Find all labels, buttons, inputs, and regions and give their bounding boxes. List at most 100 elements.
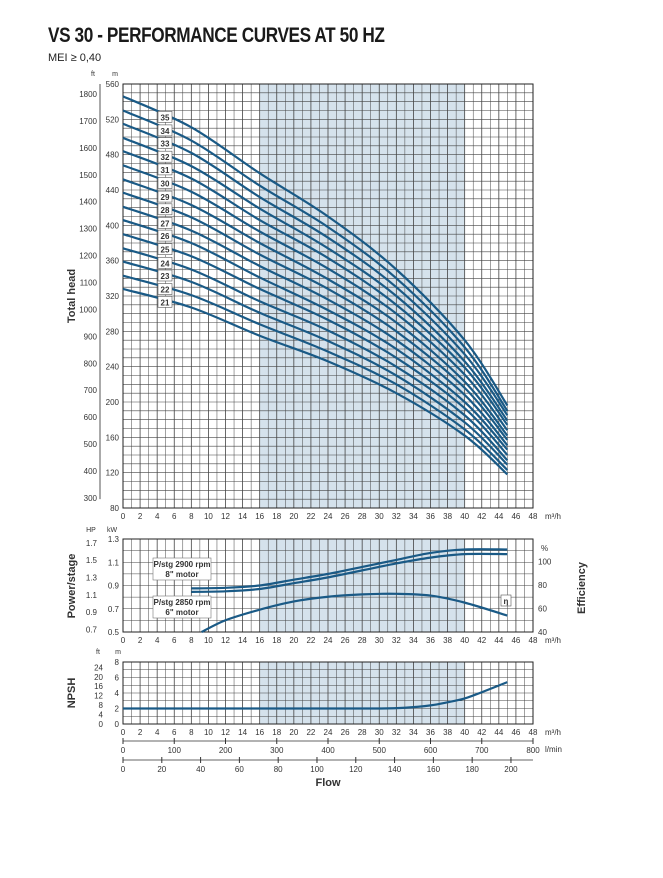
lmin-tick-label: 300	[270, 746, 284, 755]
npsh-y-tick-ft: 8	[99, 701, 104, 710]
third-tick-label: 120	[349, 765, 363, 774]
head-x-tick-label: 14	[238, 512, 247, 521]
head-y-tick-ft: 900	[84, 332, 98, 341]
lmin-unit: l/min	[545, 745, 562, 754]
head-y-tick-m: 240	[106, 363, 120, 372]
head-y-tick-ft: 1200	[79, 252, 97, 261]
head-curve-22	[122, 274, 509, 471]
head-x-tick-label: 40	[460, 512, 469, 521]
head-x-tick-label: 20	[289, 512, 298, 521]
head-curve-34	[122, 109, 509, 412]
head-y-tick-m: 280	[106, 327, 120, 336]
power-x-tick-label: 12	[221, 636, 230, 645]
head-y-tick-ft: 1600	[79, 144, 97, 153]
power-x-tick-label: 20	[289, 636, 298, 645]
npsh-x-tick-label: 0	[121, 728, 126, 737]
head-x-tick-label: 24	[324, 512, 333, 521]
head-y-tick-ft: 1800	[79, 90, 97, 99]
power-x-unit: m³/h	[545, 636, 561, 645]
power-x-tick-label: 34	[409, 636, 418, 645]
npsh-x-tick-label: 6	[172, 728, 177, 737]
power-x-tick-label: 26	[341, 636, 350, 645]
curve-label-box	[157, 203, 173, 216]
npsh-y-tick-m: 6	[115, 674, 120, 683]
npsh-x-tick-label: 10	[204, 728, 213, 737]
power-curve-0	[191, 548, 508, 590]
head-x-tick-label: 26	[341, 512, 350, 521]
third-tick-label: 140	[388, 765, 402, 774]
head-x-tick-label: 30	[375, 512, 384, 521]
third-tick-label: 0	[121, 765, 126, 774]
curve-label-21: 21	[161, 298, 170, 307]
npsh-x-tick-label: 46	[511, 728, 520, 737]
curve-label-box	[157, 190, 173, 203]
head-x-tick-label: 10	[204, 512, 213, 521]
head-y-tick-m: 520	[106, 115, 120, 124]
head-x-unit: m³/h	[545, 512, 561, 521]
power-y-label: Power/stage	[66, 554, 78, 619]
head-y-tick-m: 80	[110, 504, 119, 513]
npsh-x-tick-label: 30	[375, 728, 384, 737]
efficiency-y-label: Efficiency	[576, 561, 588, 614]
power-y-tick-pct: 80	[538, 581, 547, 590]
head-y-tick-ft: 1000	[79, 305, 97, 314]
npsh-x-tick-label: 48	[529, 728, 538, 737]
curve-label-box	[157, 111, 173, 123]
head-x-tick-label: 32	[392, 512, 401, 521]
npsh-x-tick-label: 40	[460, 728, 469, 737]
head-y-tick-ft: 700	[84, 386, 98, 395]
curve-label-26: 26	[161, 232, 170, 241]
npsh-y-tick-ft: 4	[99, 711, 104, 720]
head-x-tick-label: 12	[221, 512, 230, 521]
npsh-x-tick-label: 28	[358, 728, 367, 737]
power-x-tick-label: 16	[255, 636, 264, 645]
npsh-x-tick-label: 4	[155, 728, 160, 737]
npsh-x-tick-label: 8	[189, 728, 194, 737]
head-x-tick-label: 44	[494, 512, 503, 521]
power-curve-1	[191, 552, 508, 593]
curve-label-24: 24	[161, 259, 170, 268]
npsh-y-label: NPSH	[66, 678, 78, 709]
curve-label-34: 34	[161, 127, 170, 136]
head-x-tick-label: 34	[409, 512, 418, 521]
power-y-tick-hp: 1.7	[86, 539, 98, 548]
lmin-tick-label: 400	[321, 746, 335, 755]
head-curve-23	[122, 260, 509, 466]
head-unit-ft: ft	[91, 71, 95, 78]
power-series-label: P/stg 2900 rpm	[154, 560, 211, 569]
lmin-tick-label: 800	[526, 746, 540, 755]
power-x-tick-label: 4	[155, 636, 160, 645]
head-x-tick-label: 46	[511, 512, 520, 521]
power-x-tick-label: 42	[477, 636, 486, 645]
third-tick-label: 60	[235, 765, 244, 774]
head-curve-24	[122, 247, 509, 462]
power-x-tick-label: 14	[238, 636, 247, 645]
head-curve-27	[122, 205, 509, 446]
curve-label-box	[157, 243, 173, 255]
npsh-y-tick-ft: 0	[99, 720, 104, 729]
npsh-x-tick-label: 22	[306, 728, 315, 737]
curve-label-28: 28	[161, 206, 170, 215]
head-x-tick-label: 36	[426, 512, 435, 521]
lmin-tick-label: 600	[424, 746, 438, 755]
third-tick-label: 100	[310, 765, 324, 774]
power-x-tick-label: 48	[529, 636, 538, 645]
npsh-y-tick-ft: 24	[94, 663, 103, 672]
power-y-tick-hp: 1.1	[86, 591, 98, 600]
head-y-tick-m: 120	[106, 469, 120, 478]
npsh-y-tick-ft: 16	[94, 682, 103, 691]
curve-label-box	[157, 163, 173, 176]
head-y-tick-ft: 1500	[79, 171, 97, 180]
head-x-tick-label: 42	[477, 512, 486, 521]
lmin-tick-label: 0	[121, 746, 126, 755]
power-series-label: 6" motor	[165, 608, 198, 617]
head-curve-33	[122, 122, 509, 416]
third-tick-label: 80	[274, 765, 283, 774]
head-x-tick-label: 4	[155, 512, 160, 521]
curve-label-box	[157, 217, 173, 229]
power-series-label-box	[152, 595, 212, 619]
power-x-tick-label: 18	[272, 636, 281, 645]
power-y-tick-hp: 1.3	[86, 573, 98, 582]
head-curve-26	[122, 218, 509, 451]
